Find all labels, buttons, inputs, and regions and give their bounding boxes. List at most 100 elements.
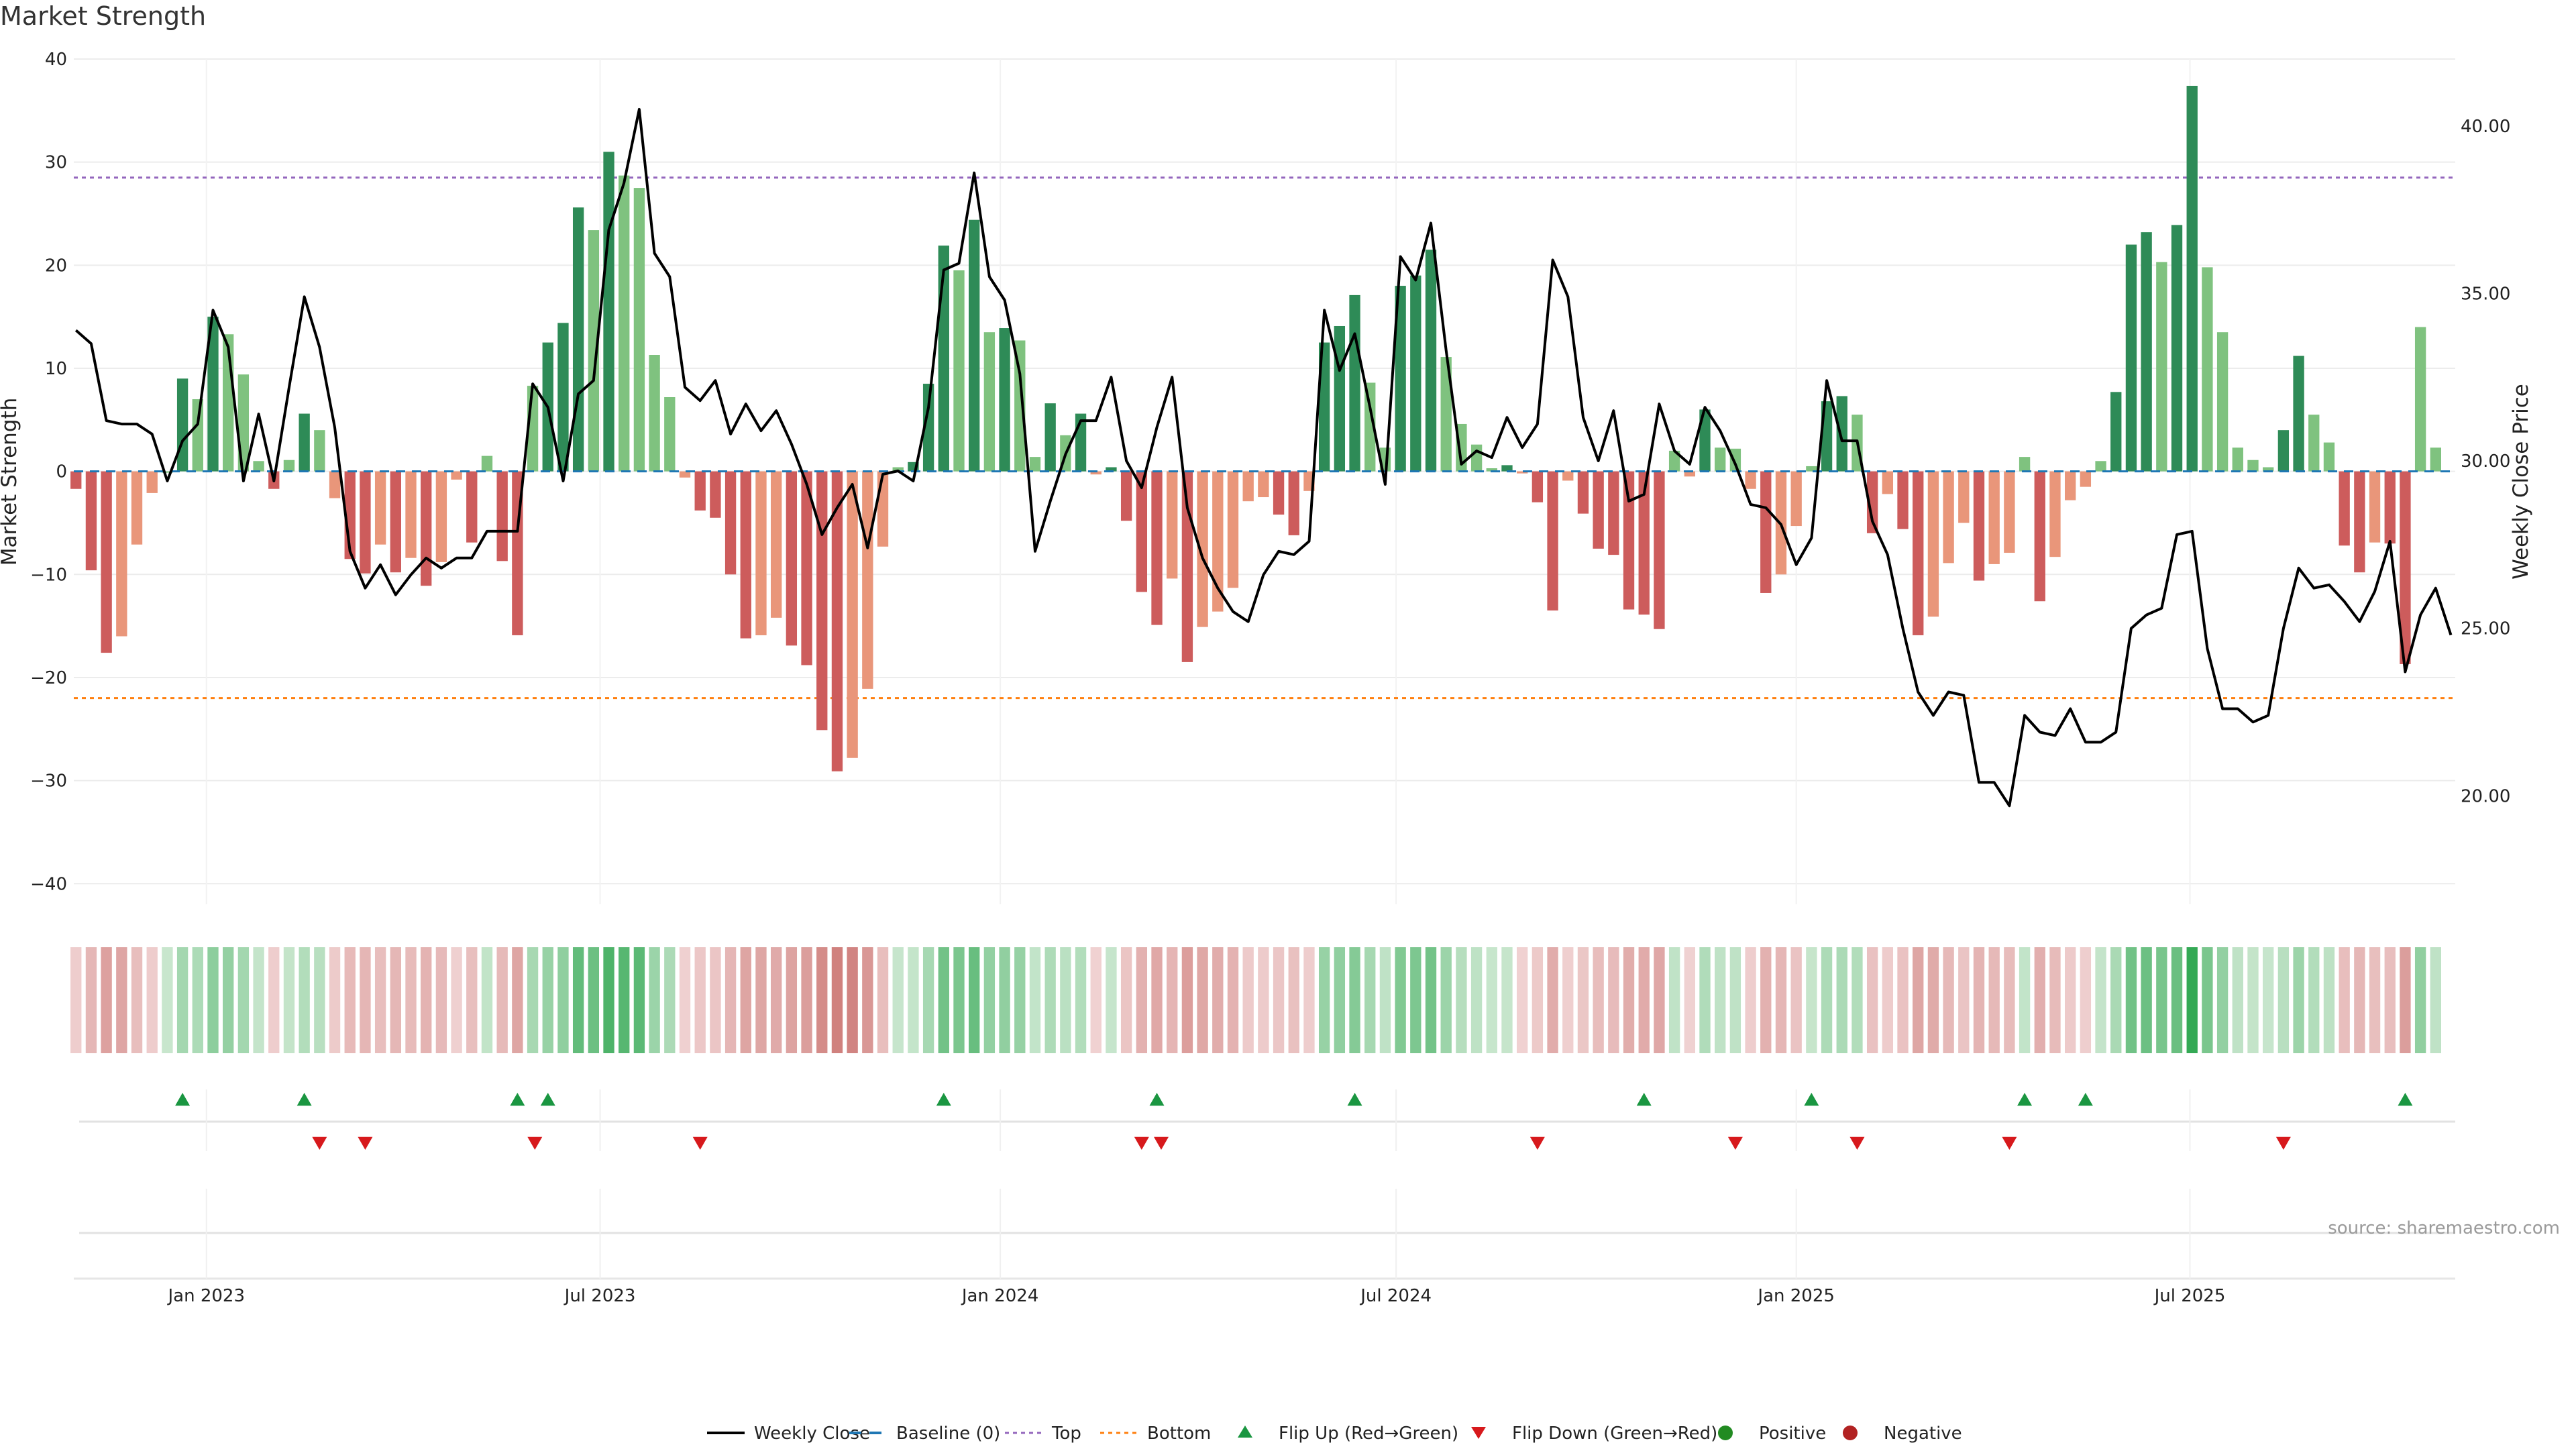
strength-bar <box>1151 471 1163 625</box>
heat-cell <box>1715 947 1726 1053</box>
heat-cell <box>1151 947 1163 1053</box>
heat-cell <box>816 947 828 1053</box>
heat-cell <box>1212 947 1224 1053</box>
heat-cell <box>2232 947 2243 1053</box>
strength-bar <box>1410 275 1421 472</box>
strength-bar <box>755 471 767 635</box>
flip-down-marker <box>2275 1136 2291 1150</box>
heat-cell <box>1532 947 1544 1053</box>
legend-label: Flip Down (Green→Red) <box>1512 1424 1717 1444</box>
heat-cell <box>2004 947 2015 1053</box>
flip-up-marker <box>297 1093 312 1106</box>
heat-cell <box>1882 947 1894 1053</box>
strength-bar <box>1577 471 1589 514</box>
heat-cell <box>1410 947 1421 1053</box>
strength-bar <box>1227 471 1239 588</box>
flip-up-marker <box>1149 1093 1165 1106</box>
heat-cell <box>2369 947 2381 1053</box>
strength-bar <box>2277 430 2290 472</box>
flip-markers-panel <box>79 1089 2455 1151</box>
heat-cell <box>770 947 782 1053</box>
strength-bar <box>740 471 751 639</box>
strength-bar <box>1167 471 1178 579</box>
strength-bar <box>603 152 614 472</box>
heat-cell <box>1668 947 1680 1053</box>
heat-cell <box>1440 947 1452 1053</box>
threshold-lines <box>74 176 2455 700</box>
heat-cell <box>2216 947 2229 1053</box>
strength-bar <box>1913 471 1924 635</box>
strength-bar <box>786 471 798 646</box>
strength-bar <box>1745 471 1756 489</box>
heat-cell <box>421 947 432 1053</box>
strength-bar <box>85 471 97 571</box>
x-tick-label: Jan 2024 <box>961 1286 1039 1306</box>
strength-bar <box>1318 342 1330 472</box>
heat-cell <box>983 947 996 1053</box>
strength-bar <box>922 384 934 472</box>
heat-cell <box>2064 947 2076 1053</box>
heat-cell <box>314 947 325 1053</box>
strength-bar <box>1654 471 1665 629</box>
price-line-group <box>74 107 2453 808</box>
strength-bar <box>1106 467 1117 472</box>
strength-bar <box>1288 471 1299 535</box>
heat-cell <box>2034 947 2045 1053</box>
strength-bar <box>1349 294 1360 472</box>
strength-bar <box>2095 461 2106 472</box>
strength-bar <box>207 317 219 472</box>
strength-bar <box>1866 471 1878 533</box>
heat-cell <box>588 947 600 1053</box>
strength-bar <box>2186 85 2198 472</box>
legend-swatch-tri-up <box>1238 1426 1252 1438</box>
strength-bar <box>1806 466 1817 472</box>
strength-bar <box>2293 356 2304 472</box>
strength-bar <box>724 471 737 575</box>
heat-cell <box>999 947 1010 1053</box>
heat-cell <box>1258 947 1269 1053</box>
flip-down-marker <box>358 1136 373 1150</box>
strength-bar <box>1197 471 1208 627</box>
strength-bar <box>2110 392 2122 472</box>
heat-cell <box>1593 947 1604 1053</box>
strength-bar <box>1608 471 1619 555</box>
heat-cell <box>2414 947 2426 1053</box>
heat-cell <box>1044 947 1056 1053</box>
x-tick-label: Jan 2023 <box>167 1286 246 1306</box>
strength-bar <box>131 471 143 545</box>
strength-bar <box>2141 232 2152 472</box>
flip-down-marker <box>692 1136 708 1150</box>
heat-cell <box>1988 947 2000 1053</box>
heat-cell <box>1197 947 1208 1053</box>
strength-bar <box>1242 471 1254 502</box>
heat-cell <box>557 947 569 1053</box>
strength-bar <box>801 471 812 665</box>
heat-cell <box>176 947 189 1053</box>
strength-bar <box>253 461 264 472</box>
heat-cell <box>1866 947 1878 1053</box>
strength-bar <box>2354 471 2365 573</box>
strength-bar <box>2339 471 2350 546</box>
strength-bar <box>390 471 401 573</box>
strength-bar <box>2430 447 2441 472</box>
strength-bar <box>1501 465 1513 472</box>
legend-swatch-circle <box>1843 1426 1858 1440</box>
strength-bar <box>1562 471 1574 481</box>
strength-bar <box>862 471 873 689</box>
legend: Weekly Close Baseline (0) Top Bottom Flip Up… <box>707 1424 1962 1444</box>
strength-bar <box>1440 357 1452 472</box>
heat-cell <box>1425 947 1437 1053</box>
heat-cell <box>2156 947 2167 1053</box>
strength-bars <box>70 85 2455 771</box>
legend-label: Bottom <box>1147 1424 1211 1444</box>
heat-cell <box>1486 947 1497 1053</box>
y2-tick-label: 30.00 <box>2461 451 2510 472</box>
strength-bar <box>1532 471 1544 502</box>
heat-cell <box>603 947 614 1053</box>
flip-up-marker <box>2398 1093 2413 1106</box>
x-tick-label: Jul 2024 <box>1359 1286 1432 1306</box>
strength-bar <box>2384 471 2396 544</box>
strength-bar <box>2216 332 2229 472</box>
flip-down-marker <box>312 1136 327 1150</box>
strength-bar <box>1715 447 1726 472</box>
